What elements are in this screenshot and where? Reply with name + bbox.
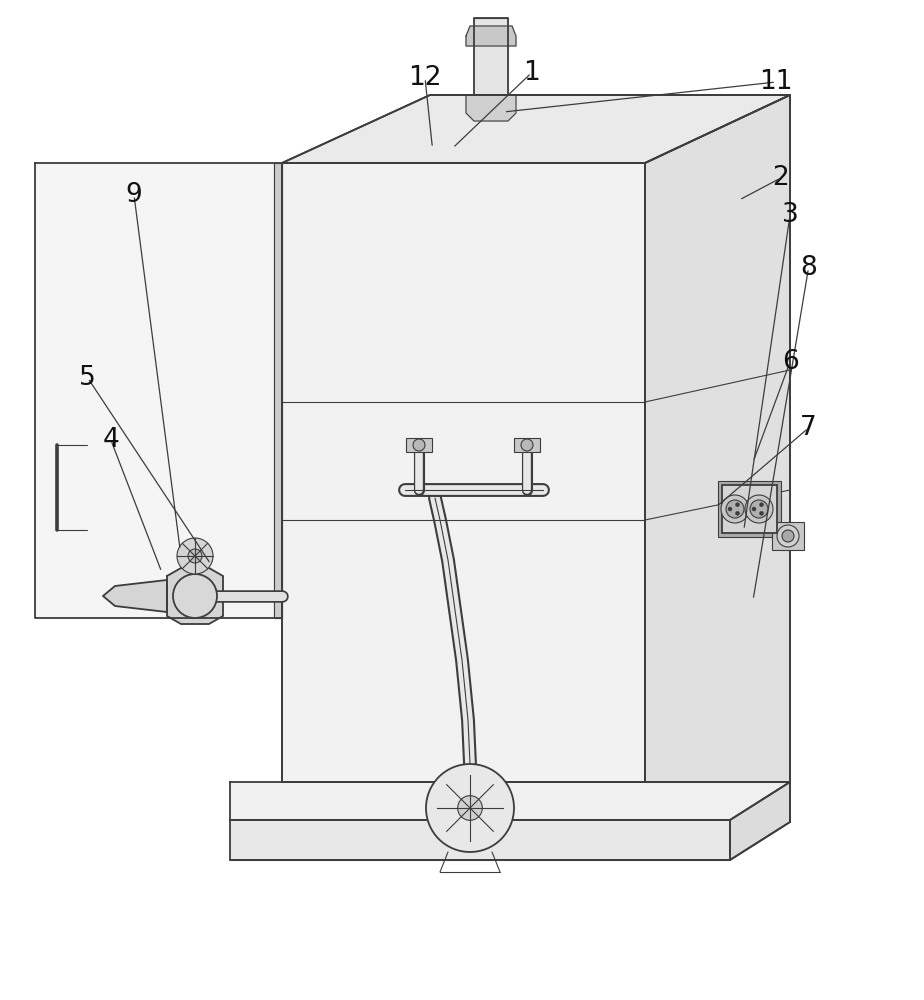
Circle shape	[457, 796, 482, 820]
Polygon shape	[230, 820, 730, 860]
Circle shape	[745, 495, 773, 523]
Circle shape	[728, 507, 732, 511]
Circle shape	[413, 439, 425, 451]
Text: 5: 5	[79, 365, 96, 391]
Polygon shape	[474, 18, 508, 95]
Circle shape	[426, 764, 514, 852]
Polygon shape	[35, 163, 282, 618]
Polygon shape	[103, 580, 167, 612]
Text: 11: 11	[760, 69, 793, 95]
Text: 9: 9	[126, 182, 142, 208]
Circle shape	[760, 511, 763, 515]
Polygon shape	[167, 568, 223, 624]
Circle shape	[726, 500, 744, 518]
Circle shape	[188, 549, 202, 563]
Text: 6: 6	[782, 349, 798, 375]
Polygon shape	[274, 163, 282, 618]
Text: 3: 3	[782, 202, 798, 228]
Text: 12: 12	[408, 65, 442, 91]
Circle shape	[750, 500, 768, 518]
Text: 7: 7	[800, 415, 817, 441]
Circle shape	[721, 495, 749, 523]
Circle shape	[736, 511, 739, 515]
Polygon shape	[645, 95, 790, 782]
Circle shape	[173, 574, 217, 618]
Bar	[406, 438, 432, 452]
Text: 1: 1	[523, 60, 540, 86]
Circle shape	[782, 530, 794, 542]
Bar	[514, 438, 540, 452]
Text: 8: 8	[800, 255, 817, 281]
Circle shape	[521, 439, 533, 451]
Polygon shape	[230, 782, 790, 820]
Bar	[718, 481, 781, 537]
Circle shape	[777, 525, 799, 547]
Polygon shape	[466, 26, 516, 46]
Circle shape	[760, 503, 763, 507]
Polygon shape	[282, 95, 790, 163]
Bar	[722, 485, 777, 533]
Text: 2: 2	[772, 165, 789, 191]
Bar	[772, 522, 804, 550]
Polygon shape	[730, 782, 790, 860]
Circle shape	[752, 507, 756, 511]
Polygon shape	[282, 163, 645, 782]
Polygon shape	[466, 95, 516, 121]
Text: 4: 4	[103, 427, 119, 453]
Circle shape	[177, 538, 213, 574]
Circle shape	[736, 503, 739, 507]
